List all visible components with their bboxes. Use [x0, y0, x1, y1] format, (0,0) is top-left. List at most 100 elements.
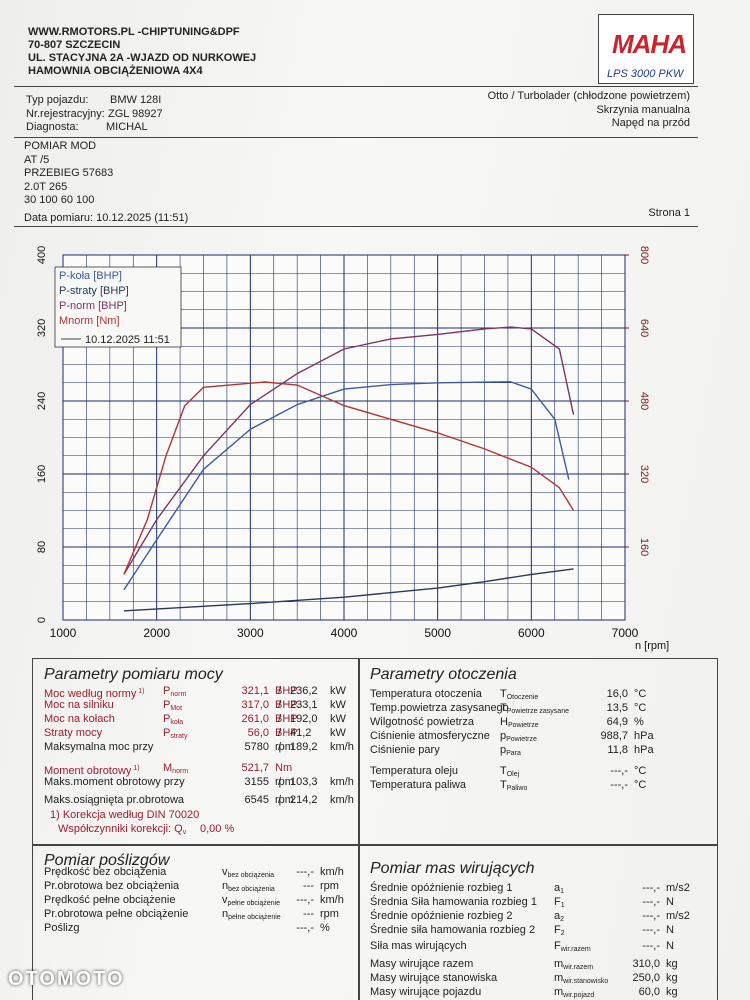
symbol-main: F [554, 896, 561, 908]
symbol: Fwir.razem [554, 940, 591, 956]
row-value: 521,7 [241, 762, 269, 774]
row-label: Średnia Siła hamowania rozbieg 1 [370, 896, 537, 908]
y2-tick-label: 160 [638, 538, 650, 556]
row-value: ---,- [642, 940, 660, 952]
row-value: 988,7 [600, 730, 628, 742]
row-label: Moment obrotowy 1) [44, 765, 140, 777]
symbol: Pnorm [163, 685, 186, 701]
symbol-main: a [554, 882, 561, 894]
row-value: 189,2 [290, 741, 318, 753]
symbol-sub: Paliwo [506, 785, 528, 792]
separator: / [278, 727, 282, 739]
symbol-sub: 2 [560, 930, 565, 937]
row-value: 64,9 [606, 716, 628, 728]
y2-tick-label: 320 [638, 465, 650, 483]
row-value: 103,3 [290, 776, 318, 788]
symbol-sub: pełne obciążenie [228, 914, 281, 921]
symbol: vbez obciążenia [222, 866, 274, 882]
separator: / [278, 685, 282, 697]
x-tick-label: 1000 [50, 626, 77, 640]
row-unit: hPa [634, 744, 654, 756]
row-label: Prędkość pełne obciążenie [44, 894, 176, 906]
row-value: --- [303, 908, 314, 920]
symbol-sub: straty [170, 733, 188, 740]
row-value: 233,1 [290, 699, 318, 711]
y-tick-label: 240 [36, 392, 48, 410]
symbol: vpełne obciążenie [222, 894, 280, 910]
row-value: 192,0 [290, 713, 318, 725]
row-unit: °C [634, 688, 647, 700]
row-value: 214,2 [290, 794, 318, 806]
row-value: 5780 [244, 741, 269, 753]
y2-tick-label: 480 [638, 392, 650, 410]
symbol-main: m [554, 986, 564, 998]
row-value: --- [303, 880, 314, 892]
section-title: Parametry otoczenia [370, 666, 517, 683]
rule [14, 226, 698, 227]
row-label: Wilgotność powietrza [370, 716, 474, 728]
symbol-main: p [500, 730, 507, 742]
symbol-main: a [554, 910, 561, 922]
logo-box [598, 14, 694, 84]
row-value: 56,0 [247, 727, 269, 739]
row-value: ---,- [642, 910, 660, 922]
legend-entry: P-koła [BHP] [59, 270, 122, 282]
symbol-main: n [222, 880, 229, 892]
row-label: Pr.obrotowa bez obciążenia [44, 880, 180, 892]
symbol-main: n [222, 908, 229, 920]
row-unit: BHP [275, 699, 298, 711]
symbol-sub: Powietrze [507, 722, 539, 729]
row-label: Siła mas wirujących [370, 940, 467, 952]
symbol-sub: 2 [560, 916, 565, 923]
masses-box [358, 844, 718, 1000]
symbol: Mnorm [163, 762, 188, 778]
series-line [123, 568, 574, 612]
header-line: 70-807 SZCZECIN [28, 39, 121, 51]
vehicle-info: Otto / Turbolader (chłodzone powietrzem) [487, 90, 690, 102]
row-unit: kW [330, 685, 346, 697]
row-value: 250,0 [632, 972, 660, 984]
y-tick-label: 0 [36, 617, 48, 623]
series-line [123, 326, 575, 575]
row-value: ---,- [642, 896, 660, 908]
row-label: Średnie opóźnienie rozbieg 2 [370, 910, 513, 922]
footnote: 1) Korekcja według DIN 70020 [50, 809, 200, 821]
legend-entry: P-norm [BHP] [59, 300, 127, 312]
note: AT /5 [24, 153, 50, 166]
row-value: 321,1 [241, 685, 269, 697]
symbol-main: T [500, 688, 507, 700]
power-box [32, 658, 360, 846]
symbol-sub: wir.stanowisko [563, 978, 609, 985]
symbol-sub: 1 [560, 902, 565, 909]
symbol: F1 [554, 896, 565, 912]
rule [14, 86, 698, 87]
x-tick-label: 6000 [518, 626, 545, 640]
symbol-main: P [163, 727, 171, 739]
symbol-main: p [500, 744, 507, 756]
symbol: pPowietrze [500, 730, 537, 746]
row-unit: BHP [275, 713, 298, 725]
vehicle-value: ZGL 98927 [108, 107, 163, 120]
row-value: ---,- [610, 765, 628, 777]
correction-value: 0,00 % [200, 823, 235, 835]
row-label: Straty mocy [44, 727, 103, 739]
symbol-main: M [163, 762, 173, 774]
symbol: F2 [554, 924, 565, 940]
separator: / [278, 713, 282, 725]
separator: / [278, 776, 282, 788]
rule [14, 137, 698, 138]
row-value: 236,2 [290, 685, 318, 697]
row-value: 6545 [244, 794, 269, 806]
row-label: Moc na kołach [44, 713, 115, 725]
logo-model: LPS 3000 PKW [607, 68, 684, 80]
symbol-sub: norm [172, 768, 189, 775]
row-unit: km/h [330, 741, 354, 753]
row-unit: km/h [330, 776, 354, 788]
row-unit: N [666, 896, 674, 908]
row-unit: rpm [275, 741, 294, 753]
symbol-sub: wir.razem [563, 964, 594, 971]
symbol-main: H [500, 716, 508, 728]
row-unit: BHP [275, 727, 298, 739]
row-unit: °C [634, 765, 647, 777]
symbol: Pstraty [163, 727, 187, 743]
